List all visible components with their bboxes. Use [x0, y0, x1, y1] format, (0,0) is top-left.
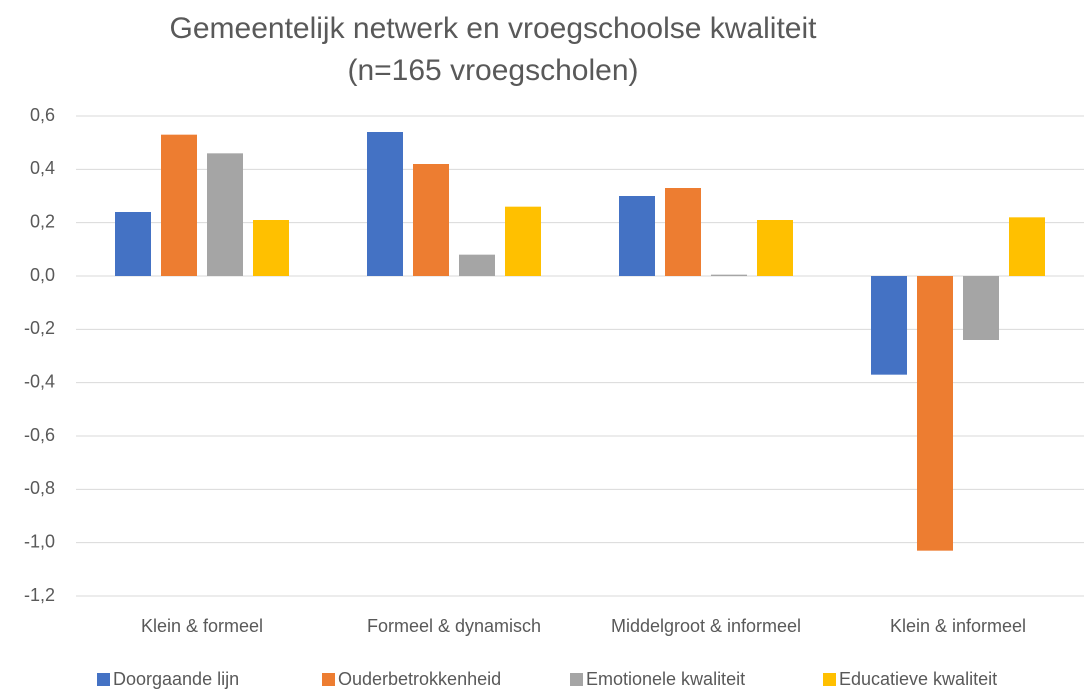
bar [459, 254, 495, 276]
y-tick-label: -1,0 [24, 531, 55, 551]
legend-swatch [97, 673, 110, 686]
legend-swatch [823, 673, 836, 686]
y-tick-label: -1,2 [24, 585, 55, 605]
y-tick-label: 0,4 [30, 158, 55, 178]
bar [161, 134, 197, 276]
y-tick-label: -0,2 [24, 318, 55, 338]
legend-label: Doorgaande lijn [113, 669, 239, 689]
legend-swatch [570, 673, 583, 686]
bar [505, 206, 541, 276]
y-tick-label: 0,0 [30, 265, 55, 285]
x-tick-label: Formeel & dynamisch [367, 616, 541, 636]
y-tick-label: -0,4 [24, 371, 55, 391]
legend-label: Educatieve kwaliteit [839, 669, 997, 689]
bar [367, 132, 403, 276]
legend-label: Emotionele kwaliteit [586, 669, 745, 689]
bar [619, 196, 655, 276]
bar [253, 220, 289, 276]
bar [711, 274, 747, 276]
legend-swatch [322, 673, 335, 686]
y-tick-label: -0,6 [24, 425, 55, 445]
y-tick-label: 0,6 [30, 105, 55, 125]
bar [871, 276, 907, 375]
y-tick-label: 0,2 [30, 211, 55, 231]
y-tick-label: -0,8 [24, 478, 55, 498]
bar [115, 212, 151, 276]
bar [413, 164, 449, 276]
bar [665, 188, 701, 276]
chart-subtitle: (n=165 vroegscholen) [347, 54, 638, 87]
chart-title: Gemeentelijk netwerk en vroegschoolse kw… [170, 12, 818, 45]
legend-label: Ouderbetrokkenheid [338, 669, 501, 689]
x-tick-label: Middelgroot & informeel [611, 616, 801, 636]
bar [963, 276, 999, 340]
x-tick-label: Klein & formeel [141, 616, 263, 636]
bar [757, 220, 793, 276]
bar [917, 276, 953, 551]
bar [1009, 217, 1045, 276]
bar [207, 153, 243, 276]
x-tick-label: Klein & informeel [890, 616, 1026, 636]
